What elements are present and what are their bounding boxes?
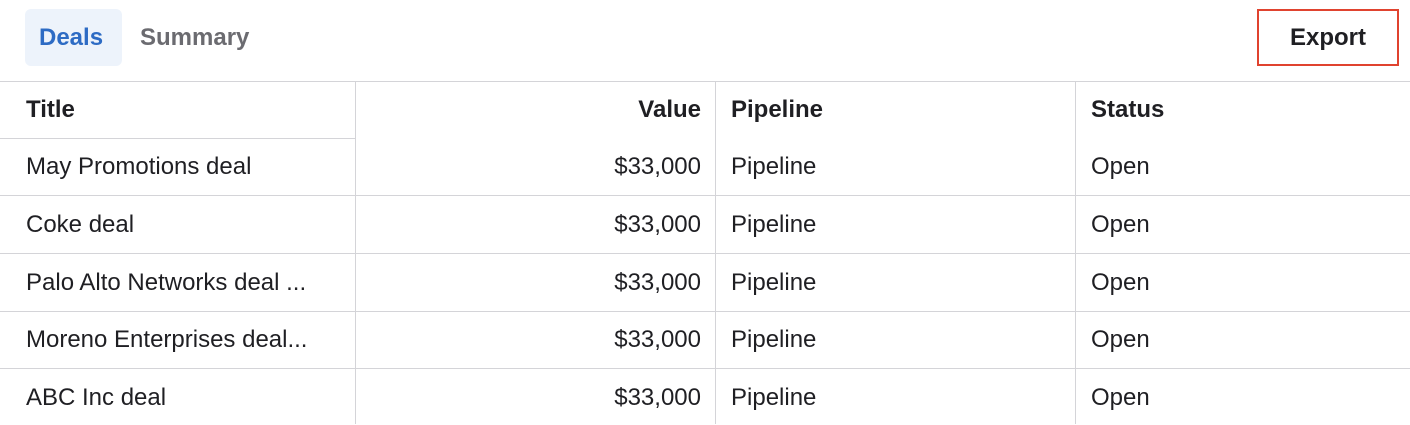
column-header-pipeline[interactable]: Pipeline [731, 96, 824, 123]
toolbar: Deals Summary Export [0, 0, 1410, 81]
cell-value: $33,000 [614, 326, 701, 353]
cell-pipeline: Pipeline [731, 384, 817, 411]
table-row[interactable]: Moreno Enterprises deal... $33,000 Pipel… [0, 312, 1410, 369]
column-header-value[interactable]: Value [638, 96, 701, 123]
table-row[interactable]: May Promotions deal $33,000 Pipeline Ope… [0, 139, 1410, 196]
column-header-status[interactable]: Status [1091, 96, 1165, 123]
row-divider [0, 253, 1410, 254]
deals-table: Title Value Pipeline Status May Promotio… [0, 81, 1410, 424]
row-divider [0, 195, 1410, 196]
cell-pipeline: Pipeline [731, 269, 817, 296]
cell-value: $33,000 [614, 269, 701, 296]
row-divider [0, 368, 1410, 369]
table-row[interactable]: Palo Alto Networks deal ... $33,000 Pipe… [0, 255, 1410, 312]
export-button[interactable]: Export [1257, 9, 1399, 66]
row-divider [0, 138, 355, 139]
cell-status: Open [1091, 384, 1150, 411]
cell-pipeline: Pipeline [731, 153, 817, 180]
row-divider [0, 311, 1410, 312]
cell-status: Open [1091, 269, 1150, 296]
table-row[interactable]: ABC Inc deal $33,000 Pipeline Open [0, 370, 1410, 425]
cell-value: $33,000 [614, 153, 701, 180]
cell-title: ABC Inc deal [26, 384, 167, 411]
column-header-title[interactable]: Title [26, 96, 75, 123]
cell-title: May Promotions deal [26, 153, 252, 180]
tab-deals[interactable]: Deals [25, 9, 122, 66]
cell-status: Open [1091, 153, 1150, 180]
cell-value: $33,000 [614, 211, 701, 238]
cell-value: $33,000 [614, 384, 701, 411]
cell-status: Open [1091, 211, 1150, 238]
table-row[interactable]: Coke deal $33,000 Pipeline Open [0, 197, 1410, 254]
table-header: Title Value Pipeline Status [0, 82, 1410, 139]
cell-status: Open [1091, 326, 1150, 353]
cell-title: Coke deal [26, 211, 135, 238]
tab-summary[interactable]: Summary [140, 24, 250, 51]
cell-pipeline: Pipeline [731, 326, 817, 353]
cell-title: Palo Alto Networks deal ... [26, 269, 307, 296]
cell-pipeline: Pipeline [731, 211, 817, 238]
cell-title: Moreno Enterprises deal... [26, 326, 308, 353]
